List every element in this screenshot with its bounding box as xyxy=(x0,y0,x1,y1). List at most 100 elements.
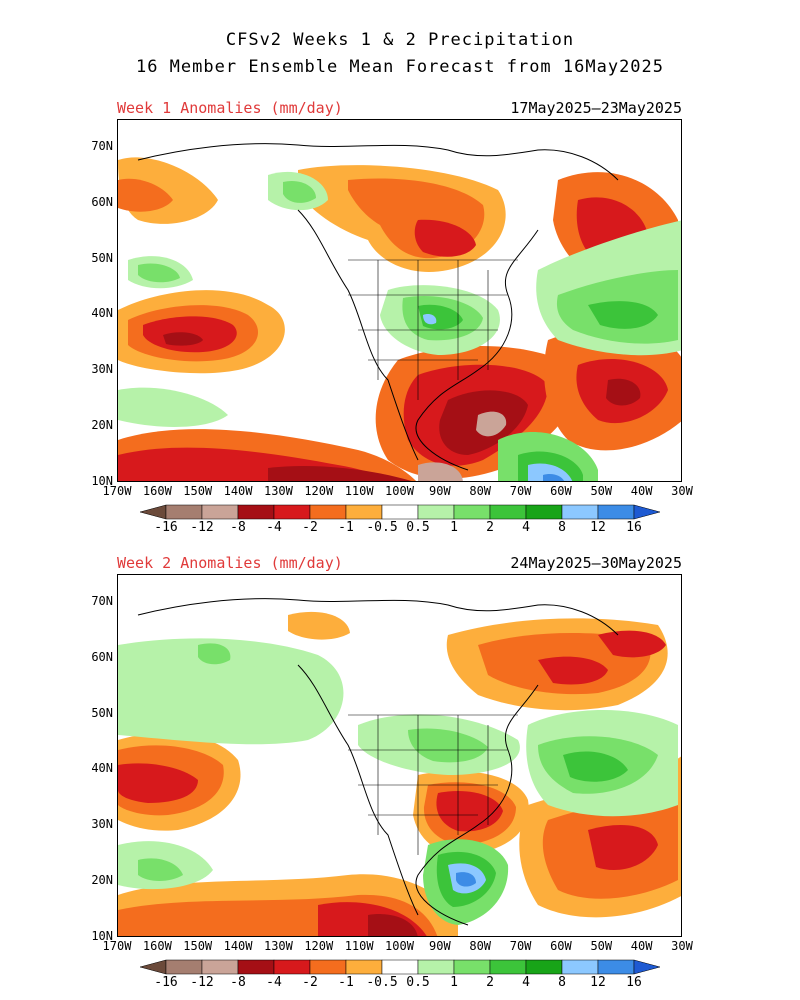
lon-tick-label: 120W xyxy=(304,939,334,953)
lon-tick-label: 170W xyxy=(102,484,132,498)
colorbar-swatch xyxy=(345,504,383,520)
week1-coastline xyxy=(137,143,619,471)
lon-tick-label: 160W xyxy=(142,939,172,953)
colorbar-label: 16 xyxy=(626,975,642,990)
colorbar-swatch xyxy=(633,959,661,975)
lat-tick-label: 70N xyxy=(91,138,113,153)
week2-coastline xyxy=(137,598,619,926)
colorbar-swatch xyxy=(489,959,527,975)
lon-tick-label: 110W xyxy=(344,484,374,498)
colorbar-label: -8 xyxy=(230,520,246,535)
lat-tick-label: 20N xyxy=(91,418,113,433)
chart-title-line1: CFSv2 Weeks 1 & 2 Precipitation xyxy=(225,30,575,50)
lat-tick-label: 50N xyxy=(91,705,113,720)
colorbar-swatch xyxy=(489,504,527,520)
colorbar-swatch xyxy=(201,959,239,975)
colorbar-label: -2 xyxy=(302,520,318,535)
colorbar-swatch xyxy=(453,504,491,520)
colorbar-label: -8 xyxy=(230,975,246,990)
colorbar-swatch xyxy=(273,959,311,975)
colorbar-label: -12 xyxy=(190,520,214,535)
lon-tick-label: 150W xyxy=(183,939,213,953)
lon-tick-label: 130W xyxy=(263,939,293,953)
panel1-title: Week 1 Anomalies (mm/day) xyxy=(117,99,343,117)
colorbar-label: 8 xyxy=(558,520,566,535)
lat-tick-label: 10N xyxy=(91,929,113,943)
colorbar-label: 0.5 xyxy=(406,975,430,990)
lon-tick-label: 160W xyxy=(142,484,172,498)
lon-tick-label: 60W xyxy=(550,939,572,953)
colorbar-label: 0.5 xyxy=(406,520,430,535)
colorbar-label: 2 xyxy=(486,975,494,990)
colorbar-label: -4 xyxy=(266,520,282,535)
colorbar xyxy=(139,504,661,520)
panel2-title: Week 2 Anomalies (mm/day) xyxy=(117,554,343,572)
colorbar-swatch xyxy=(139,504,167,520)
colorbar-label: 4 xyxy=(522,975,530,990)
lon-tick-label: 50W xyxy=(590,484,613,498)
colorbar-swatch xyxy=(237,504,275,520)
lat-tick-label: 50N xyxy=(91,250,113,265)
chart-title-line2: 16 Member Ensemble Mean Forecast from 16… xyxy=(135,57,665,77)
colorbar-swatch xyxy=(381,959,419,975)
colorbar-swatch xyxy=(165,504,203,520)
colorbar-swatch xyxy=(201,504,239,520)
colorbar-label: -4 xyxy=(266,975,282,990)
lon-tick-label: 80W xyxy=(469,939,492,953)
lon-tick-label: 130W xyxy=(263,484,293,498)
lon-tick-label: 100W xyxy=(385,939,414,953)
colorbar-swatch xyxy=(309,504,347,520)
lon-tick-label: 80W xyxy=(469,484,492,498)
lat-tick-label: 60N xyxy=(91,194,113,209)
lon-tick-label: 90W xyxy=(429,484,451,498)
lat-tick-label: 10N xyxy=(91,474,113,488)
lat-tick-label: 30N xyxy=(91,817,113,832)
colorbar-swatch xyxy=(237,959,275,975)
lat-tick-label: 20N xyxy=(91,873,113,888)
lat-tick-label: 40N xyxy=(91,761,113,776)
colorbar-swatch xyxy=(273,504,311,520)
colorbar-label: 1 xyxy=(450,975,458,990)
lon-tick-label: 150W xyxy=(183,484,213,498)
panel2-dates: 24May2025–30May2025 xyxy=(510,554,682,572)
lon-tick-label: 50W xyxy=(590,939,613,953)
lon-tick-label: 70W xyxy=(509,939,532,953)
panel1-dates: 17May2025–23May2025 xyxy=(510,99,682,117)
colorbar-label: -16 xyxy=(154,975,178,990)
lat-tick-label: 40N xyxy=(91,306,113,321)
colorbar-label: -0.5 xyxy=(366,520,398,535)
colorbar-label: 12 xyxy=(590,520,606,535)
lat-tick-label: 60N xyxy=(91,649,113,664)
colorbar-swatch xyxy=(381,504,419,520)
lon-tick-label: 60W xyxy=(550,484,572,498)
colorbar-label: -16 xyxy=(154,520,178,535)
colorbar-label: 8 xyxy=(558,975,566,990)
lat-tick-label: 70N xyxy=(91,593,113,608)
lon-tick-label: 70W xyxy=(509,484,532,498)
colorbar-label: 12 xyxy=(590,975,606,990)
colorbar-swatch xyxy=(309,959,347,975)
week2-anomaly-map xyxy=(117,574,682,937)
colorbar-label: 16 xyxy=(626,520,642,535)
week1-anomaly-map xyxy=(117,119,682,482)
lon-tick-label: 30W xyxy=(671,939,693,953)
lon-tick-label: 140W xyxy=(223,484,253,498)
lon-tick-label: 140W xyxy=(223,939,253,953)
lon-tick-label: 170W xyxy=(102,939,132,953)
colorbar-label: -1 xyxy=(338,520,354,535)
colorbar-label: 1 xyxy=(450,520,458,535)
colorbar-swatch xyxy=(417,504,455,520)
week1-map-svg xyxy=(118,143,681,481)
colorbar-swatch xyxy=(165,959,203,975)
lon-tick-label: 110W xyxy=(344,939,374,953)
colorbar-swatch xyxy=(417,959,455,975)
lon-tick-label: 30W xyxy=(671,484,693,498)
lon-tick-label: 40W xyxy=(630,484,653,498)
colorbar-swatch xyxy=(597,959,635,975)
colorbar-swatch xyxy=(345,959,383,975)
lat-tick-label: 30N xyxy=(91,362,113,377)
lon-tick-label: 120W xyxy=(304,484,334,498)
colorbar-label: -2 xyxy=(302,975,318,990)
colorbar-label: -0.5 xyxy=(366,975,398,990)
week2-map-svg xyxy=(118,598,681,936)
